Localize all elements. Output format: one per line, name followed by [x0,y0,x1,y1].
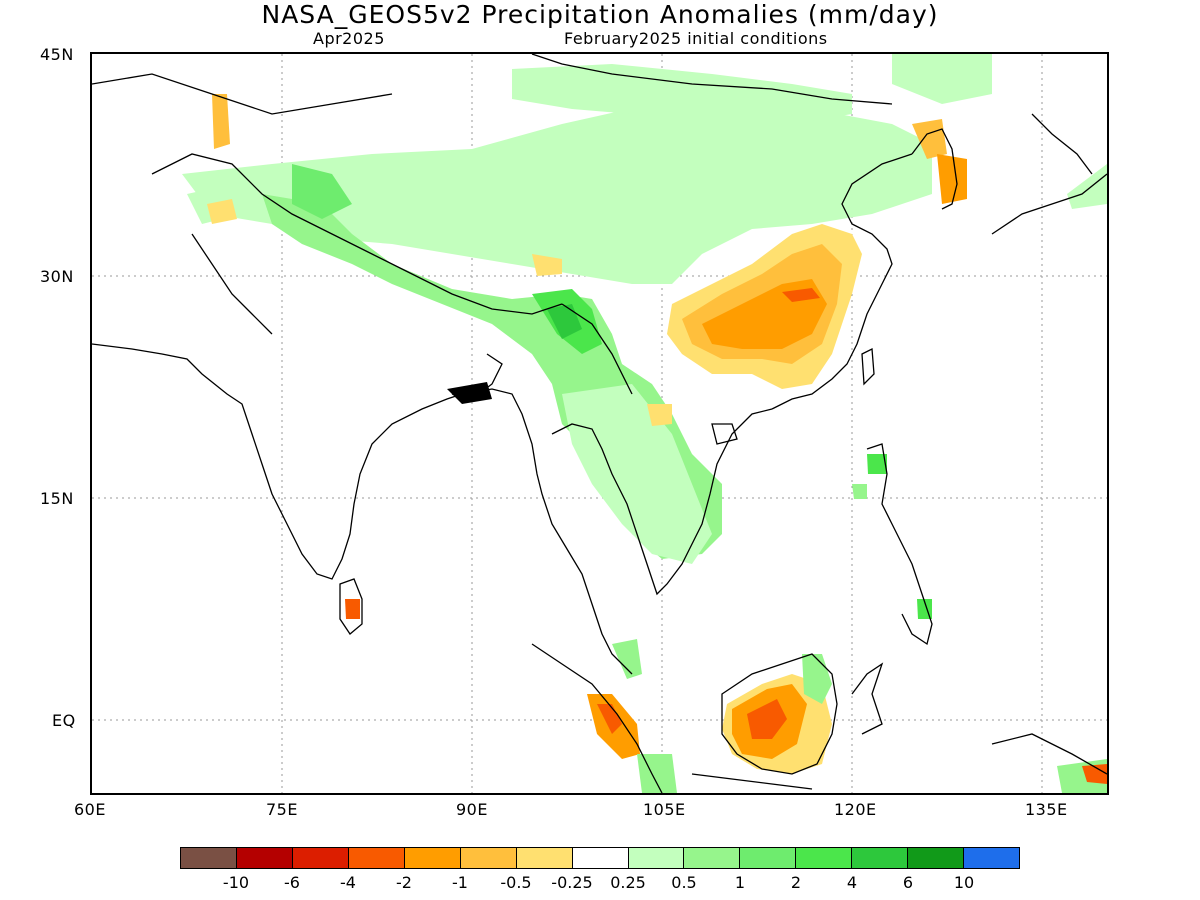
initial-conditions-label: February2025 initial conditions [564,29,828,48]
colorbar-tick-label: 2 [790,873,802,892]
colorbar-tick-label: -0.5 [500,873,532,892]
colorbar-tick-label: -1 [452,873,468,892]
colorbar-tick-label: 0.25 [610,873,646,892]
lon-label-120e: 120E [834,800,877,819]
precip-anomaly-map [92,54,1107,793]
colorbar-tick-label: -10 [222,873,250,892]
colorbar-swatch [908,848,965,868]
colorbar-swatch [348,848,405,868]
colorbar-swatch [628,848,685,868]
colorbar-tick-label: 0.5 [671,873,697,892]
coastlines [92,54,1107,793]
colorbar-swatch [181,848,237,868]
anomaly-shading [182,54,1107,793]
colorbar-tick-label: -4 [340,873,356,892]
lon-label-135e: 135E [1025,800,1068,819]
lon-label-75e: 75E [266,800,298,819]
colorbar-swatch [404,848,461,868]
colorbar-swatch [292,848,349,868]
colorbar-swatch [572,848,629,868]
lat-label-30n: 30N [40,267,74,286]
lon-label-60e: 60E [74,800,106,819]
colorbar-swatch [740,848,797,868]
colorbar-swatch [684,848,741,868]
gridlines [92,54,1107,793]
colorbar-tick-label: -0.25 [551,873,593,892]
map-title: NASA_GEOS5v2 Precipitation Anomalies (mm… [261,0,939,29]
lat-label-15n: 15N [40,489,74,508]
colorbar-tick-label: 1 [734,873,746,892]
colorbar-swatch [236,848,293,868]
colorbar-swatch [460,848,517,868]
colorbar-swatch [796,848,853,868]
colorbar-swatch [964,848,1020,868]
colorbar-tick-label: 6 [902,873,914,892]
colorbar-tick-label: -2 [396,873,412,892]
colorbar [180,847,1020,869]
colorbar-swatch [516,848,573,868]
map-panel [90,52,1109,795]
lat-label-eq: EQ [52,711,76,730]
lat-label-45n: 45N [40,45,74,64]
colorbar-swatch [852,848,909,868]
colorbar-tick-label: 4 [846,873,858,892]
lon-label-105e: 105E [643,800,686,819]
colorbar-tick-label: -6 [284,873,300,892]
delta-mark [447,382,492,404]
colorbar-tick-label: 10 [953,873,975,892]
forecast-month: Apr2025 [313,29,385,48]
lon-label-90e: 90E [456,800,488,819]
